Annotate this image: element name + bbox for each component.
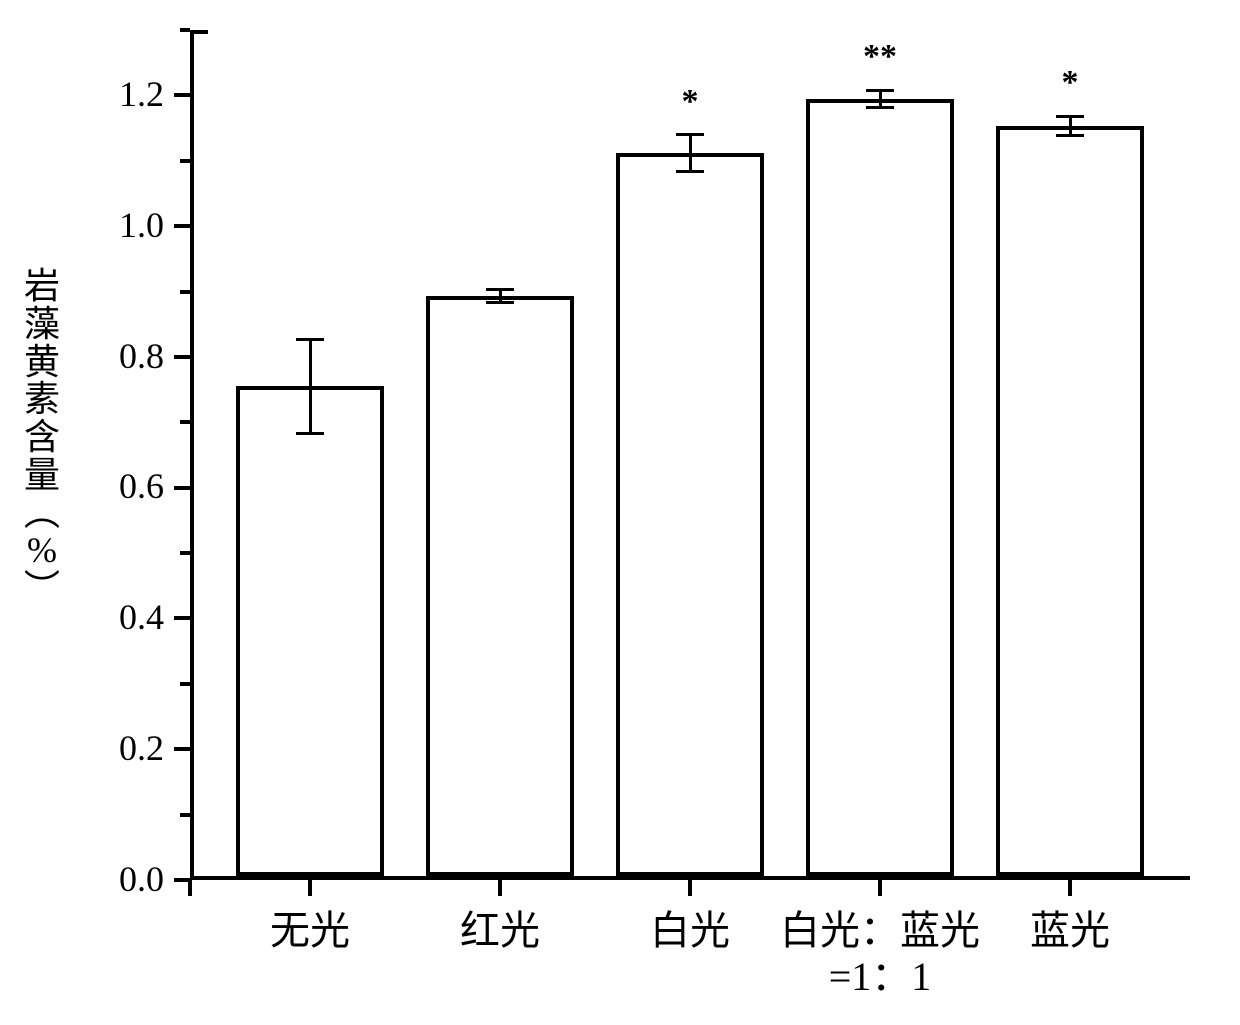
y-minor-tick: [180, 551, 190, 555]
x-tick-label: 白光: [650, 908, 730, 954]
x-major-tick: [878, 880, 882, 896]
x-tick-label: 白光：蓝光 =1：1: [780, 908, 980, 1000]
errorbar-cap-bottom: [296, 432, 324, 435]
y-axis-title-char: 含: [24, 419, 60, 457]
errorbar-cap-top: [676, 133, 704, 136]
y-minor-tick: [180, 682, 190, 686]
y-tick-label: 0.2: [74, 727, 164, 769]
y-axis-title: 岩藻黄素含量︵%︶: [18, 132, 66, 744]
y-minor-tick: [180, 290, 190, 294]
errorbar-stem: [689, 135, 692, 172]
x-origin-tick: [188, 880, 192, 896]
errorbar-stem: [879, 90, 882, 107]
y-axis-title-char: ︶: [24, 570, 60, 608]
significance-marker: **: [863, 38, 897, 76]
x-tick-label: 蓝光: [1030, 908, 1110, 954]
y-major-tick: [174, 355, 190, 359]
significance-marker: *: [682, 83, 699, 121]
y-major-tick: [174, 93, 190, 97]
figure: 岩藻黄素含量︵%︶ 0.00.20.40.60.81.01.2无光红光*白光**…: [0, 0, 1240, 1025]
errorbar-cap-top: [866, 89, 894, 92]
y-tick-label: 1.2: [74, 73, 164, 115]
y-major-tick: [174, 747, 190, 751]
y-major-tick: [174, 486, 190, 490]
errorbar-cap-bottom: [866, 106, 894, 109]
y-axis-title-char: ︵: [24, 495, 60, 533]
errorbar-cap-top: [296, 338, 324, 341]
y-axis-title-char: 素: [24, 381, 60, 419]
bar: [616, 153, 764, 876]
x-major-tick: [308, 880, 312, 896]
y-minor-tick: [180, 159, 190, 163]
y-tick-label: 0.4: [74, 596, 164, 638]
errorbar-cap-bottom: [486, 301, 514, 304]
x-tick-label: 无光: [270, 908, 350, 954]
y-axis-title-char: 藻: [24, 306, 60, 344]
errorbar-cap-bottom: [1056, 134, 1084, 137]
bar: [426, 296, 574, 876]
bar: [806, 99, 954, 876]
y-tick-label: 0.6: [74, 465, 164, 507]
x-major-tick: [1068, 880, 1072, 896]
y-major-tick: [174, 616, 190, 620]
bar: [996, 126, 1144, 876]
x-major-tick: [498, 880, 502, 896]
y-axis-title-char: 黄: [24, 344, 60, 382]
y-tick-label: 1.0: [74, 204, 164, 246]
axis-top-stub: [190, 30, 208, 34]
y-axis-title-char: 岩: [24, 268, 60, 306]
y-tick-label: 0.0: [74, 858, 164, 900]
y-minor-tick: [180, 28, 190, 32]
y-minor-tick: [180, 420, 190, 424]
errorbar-cap-top: [486, 288, 514, 291]
x-tick-label: 红光: [460, 908, 540, 954]
significance-marker: *: [1062, 64, 1079, 102]
y-axis-title-char: 量: [24, 457, 60, 495]
plot-area: 0.00.20.40.60.81.01.2无光红光*白光**白光：蓝光 =1：1…: [190, 30, 1190, 880]
x-major-tick: [688, 880, 692, 896]
bar: [236, 386, 384, 876]
y-axis-line: [190, 30, 194, 880]
errorbar-stem: [309, 339, 312, 433]
errorbar-cap-bottom: [676, 170, 704, 173]
errorbar-stem: [1069, 116, 1072, 136]
y-axis-title-char: %: [27, 532, 57, 570]
y-major-tick: [174, 224, 190, 228]
errorbar-cap-top: [1056, 115, 1084, 118]
y-tick-label: 0.8: [74, 335, 164, 377]
y-minor-tick: [180, 813, 190, 817]
